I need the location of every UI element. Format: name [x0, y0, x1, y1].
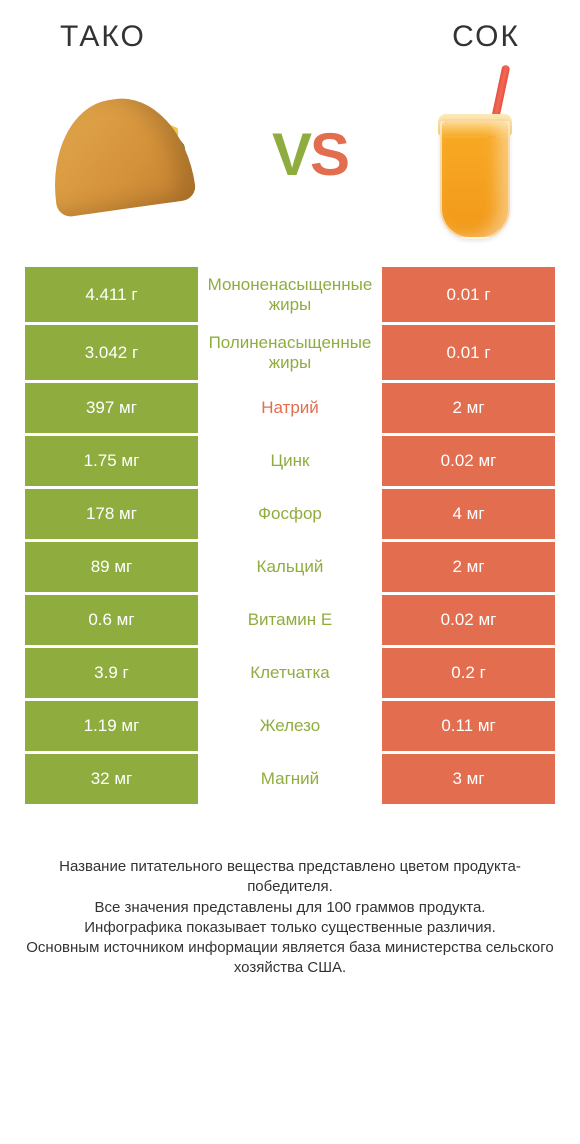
header-row: ТАКО СОК [0, 0, 580, 64]
nutrient-name-cell: Железо [201, 701, 379, 751]
table-row: 3.042 гПолиненасыщенные жиры0.01 г [25, 325, 555, 380]
nutrient-name-cell: Клетчатка [201, 648, 379, 698]
left-value-cell: 3.042 г [25, 325, 198, 380]
comparison-table-wrap: 4.411 гМононенасыщенные жиры0.01 г3.042 … [0, 264, 580, 807]
vs-v-letter: V [272, 121, 310, 188]
right-value-cell: 2 мг [382, 542, 555, 592]
left-value-cell: 397 мг [25, 383, 198, 433]
nutrient-name-cell: Фосфор [201, 489, 379, 539]
table-row: 32 мгМагний3 мг [25, 754, 555, 804]
nutrient-name-cell: Витамин E [201, 595, 379, 645]
nutrient-name-cell: Кальций [201, 542, 379, 592]
left-value-cell: 32 мг [25, 754, 198, 804]
comparison-table: 4.411 гМононенасыщенные жиры0.01 г3.042 … [22, 264, 558, 807]
left-value-cell: 178 мг [25, 489, 198, 539]
table-row: 397 мгНатрий2 мг [25, 383, 555, 433]
right-value-cell: 0.02 мг [382, 595, 555, 645]
left-product-title: ТАКО [60, 20, 146, 54]
right-value-cell: 4 мг [382, 489, 555, 539]
left-value-cell: 1.19 мг [25, 701, 198, 751]
right-value-cell: 0.01 г [382, 325, 555, 380]
right-product-title: СОК [452, 20, 520, 54]
footnote-line: Инфографика показывает только существенн… [20, 918, 560, 938]
nutrient-name-cell: Мононенасыщенные жиры [201, 267, 379, 322]
right-value-cell: 3 мг [382, 754, 555, 804]
footnote-line: Все значения представлены для 100 граммо… [20, 898, 560, 918]
left-value-cell: 3.9 г [25, 648, 198, 698]
table-row: 0.6 мгВитамин E0.02 мг [25, 595, 555, 645]
right-value-cell: 0.11 мг [382, 701, 555, 751]
table-row: 1.19 мгЖелезо0.11 мг [25, 701, 555, 751]
nutrient-name-cell: Полиненасыщенные жиры [201, 325, 379, 380]
table-row: 3.9 гКлетчатка0.2 г [25, 648, 555, 698]
taco-image [40, 89, 200, 219]
footnote-line: Основным источником информации является … [20, 938, 560, 979]
right-value-cell: 0.01 г [382, 267, 555, 322]
left-value-cell: 0.6 мг [25, 595, 198, 645]
left-value-cell: 4.411 г [25, 267, 198, 322]
nutrient-name-cell: Натрий [201, 383, 379, 433]
left-value-cell: 1.75 мг [25, 436, 198, 486]
right-value-cell: 0.2 г [382, 648, 555, 698]
table-row: 89 мгКальций2 мг [25, 542, 555, 592]
footnote-block: Название питательного вещества представл… [0, 807, 580, 979]
left-value-cell: 89 мг [25, 542, 198, 592]
hero-row: VS [0, 64, 580, 264]
footnote-line: Название питательного вещества представл… [20, 857, 560, 898]
table-row: 1.75 мгЦинк0.02 мг [25, 436, 555, 486]
nutrient-name-cell: Цинк [201, 436, 379, 486]
vs-label: VS [272, 120, 348, 189]
juice-image [420, 64, 530, 244]
table-row: 178 мгФосфор4 мг [25, 489, 555, 539]
right-value-cell: 2 мг [382, 383, 555, 433]
right-value-cell: 0.02 мг [382, 436, 555, 486]
nutrient-name-cell: Магний [201, 754, 379, 804]
table-row: 4.411 гМононенасыщенные жиры0.01 г [25, 267, 555, 322]
vs-s-letter: S [310, 121, 348, 188]
